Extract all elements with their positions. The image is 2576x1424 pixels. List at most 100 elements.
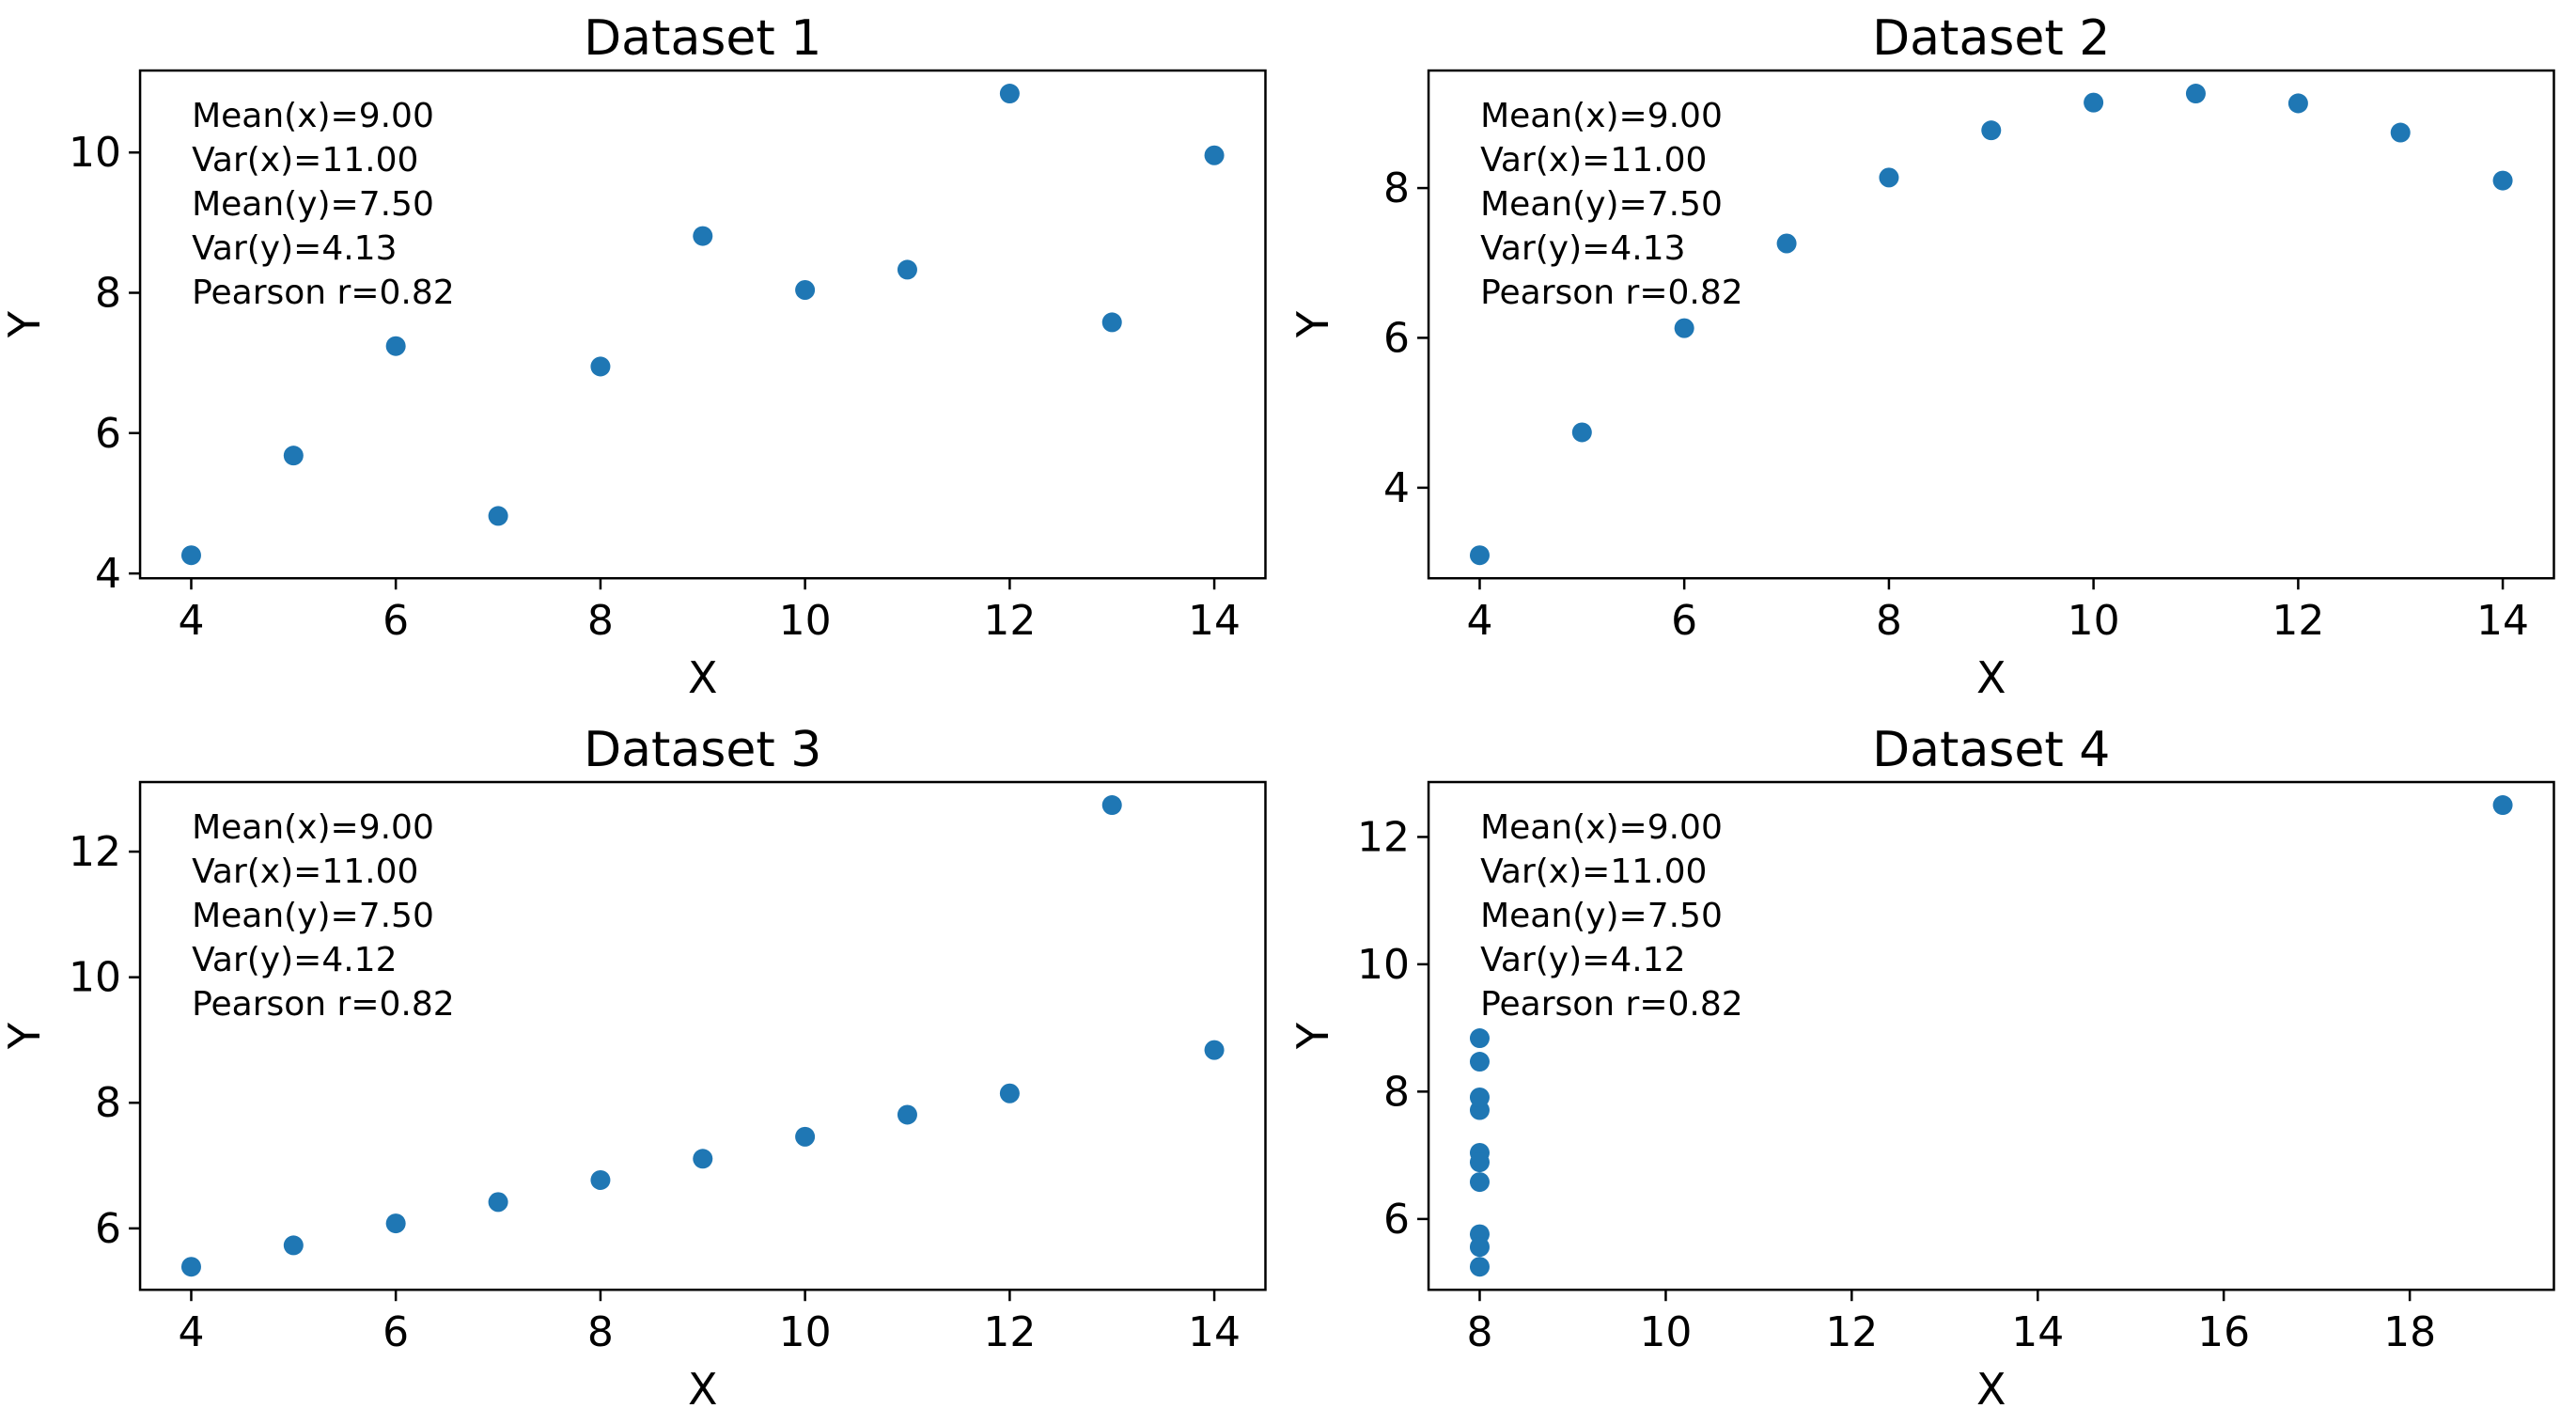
x-tick-label: 18 — [2383, 1309, 2436, 1357]
y-tick-label: 6 — [1383, 314, 1410, 362]
scatter-point — [1469, 1052, 1489, 1072]
y-tick-label: 6 — [95, 410, 121, 458]
scatter-point — [1879, 167, 1898, 187]
stats-annotation-line: Mean(y)=7.50 — [1480, 897, 1723, 935]
scatter-point — [1102, 312, 1122, 332]
x-tick-label: 4 — [178, 597, 204, 645]
scatter-point — [284, 446, 304, 465]
stats-annotation-line: Var(y)=4.13 — [192, 229, 397, 268]
x-tick-label: 14 — [2011, 1309, 2064, 1357]
x-tick-label: 6 — [382, 597, 409, 645]
x-tick-label: 10 — [779, 1309, 832, 1357]
scatter-point — [1469, 1088, 1489, 1107]
scatter-point — [2084, 93, 2103, 113]
y-tick-label: 10 — [1357, 941, 1410, 989]
scatter-point — [1000, 84, 1020, 103]
x-tick-label: 8 — [587, 1309, 614, 1357]
stats-annotation-line: Mean(y)=7.50 — [192, 897, 434, 935]
scatter-point — [1469, 545, 1489, 565]
scatter-point — [1674, 319, 1694, 338]
y-tick-label: 8 — [95, 1080, 121, 1128]
scatter-point — [693, 227, 712, 246]
y-tick-label: 4 — [95, 550, 121, 598]
x-tick-label: 10 — [1639, 1309, 1692, 1357]
y-axis-label: Y — [1288, 310, 1338, 338]
x-tick-label: 8 — [1875, 597, 1901, 645]
plot-title: Dataset 2 — [1872, 10, 2110, 67]
x-tick-label: 14 — [2476, 597, 2529, 645]
scatter-point — [693, 1150, 712, 1169]
scatter-point — [2492, 795, 2512, 815]
x-tick-label: 8 — [587, 597, 614, 645]
x-tick-label: 16 — [2197, 1309, 2250, 1357]
scatter-point — [1000, 1084, 1020, 1103]
stats-annotation-line: Pearson r=0.82 — [192, 274, 455, 312]
stats-annotation-line: Pearson r=0.82 — [1480, 985, 1743, 1024]
y-axis-label: Y — [0, 1022, 50, 1050]
scatter-point — [590, 356, 610, 376]
stats-annotation-line: Mean(y)=7.50 — [192, 185, 434, 224]
scatter-point — [2287, 93, 2307, 113]
plot-title: Dataset 1 — [584, 10, 821, 67]
plot-title: Dataset 3 — [584, 722, 821, 778]
scatter-point — [1981, 120, 2001, 140]
scatter-point — [1469, 1152, 1489, 1172]
y-tick-label: 8 — [1383, 164, 1410, 212]
stats-annotation-line: Mean(x)=9.00 — [192, 97, 434, 135]
x-tick-label: 10 — [2067, 597, 2119, 645]
x-axis-label: X — [1976, 652, 2006, 703]
x-tick-label: 12 — [983, 597, 1036, 645]
scatter-point — [284, 1236, 304, 1256]
scatter-point — [386, 1213, 406, 1233]
scatter-point — [1469, 1172, 1489, 1192]
scatter-point — [2390, 123, 2410, 143]
stats-annotation-line: Mean(x)=9.00 — [1480, 808, 1723, 847]
y-tick-label: 10 — [69, 954, 121, 1002]
scatter-point — [898, 1105, 917, 1125]
y-tick-label: 8 — [95, 270, 121, 318]
scatter-point — [1102, 795, 1122, 815]
scatter-point — [795, 1127, 815, 1147]
x-tick-label: 6 — [1671, 597, 1697, 645]
x-tick-label: 12 — [983, 1309, 1036, 1357]
scatter-point — [2185, 84, 2205, 103]
stats-annotation-line: Var(y)=4.12 — [192, 941, 397, 979]
stats-annotation-line: Mean(x)=9.00 — [1480, 97, 1723, 135]
scatter-point — [386, 336, 406, 356]
y-axis-label: Y — [0, 310, 50, 338]
scatter-point — [181, 545, 201, 565]
scatter-point — [1571, 422, 1591, 442]
x-tick-label: 4 — [178, 1309, 204, 1357]
scatter-point — [181, 1257, 201, 1276]
stats-annotation-line: Mean(y)=7.50 — [1480, 185, 1723, 224]
y-axis-label: Y — [1288, 1022, 1338, 1050]
stats-annotation-line: Var(x)=11.00 — [1480, 141, 1707, 180]
y-tick-label: 12 — [1357, 814, 1410, 862]
x-axis-label: X — [688, 652, 718, 703]
scatter-point — [2492, 171, 2512, 191]
scatter-point — [489, 1193, 508, 1213]
stats-annotation-line: Var(x)=11.00 — [192, 141, 418, 180]
y-tick-label: 10 — [69, 129, 121, 177]
stats-annotation-line: Pearson r=0.82 — [192, 985, 455, 1024]
y-tick-label: 6 — [95, 1205, 121, 1253]
stats-annotation-line: Var(y)=4.12 — [1480, 941, 1685, 979]
y-tick-label: 4 — [1383, 464, 1410, 512]
scatter-point — [489, 506, 508, 525]
scatter-point — [1205, 146, 1225, 165]
x-axis-label: X — [688, 1365, 718, 1416]
x-tick-label: 8 — [1466, 1309, 1492, 1357]
stats-annotation-line: Pearson r=0.82 — [1480, 274, 1743, 312]
stats-annotation-line: Mean(x)=9.00 — [192, 808, 434, 847]
scatter-point — [1469, 1257, 1489, 1276]
y-tick-label: 6 — [1383, 1196, 1410, 1244]
stats-annotation-line: Var(x)=11.00 — [1480, 853, 1707, 891]
stats-annotation-line: Var(x)=11.00 — [192, 853, 418, 891]
